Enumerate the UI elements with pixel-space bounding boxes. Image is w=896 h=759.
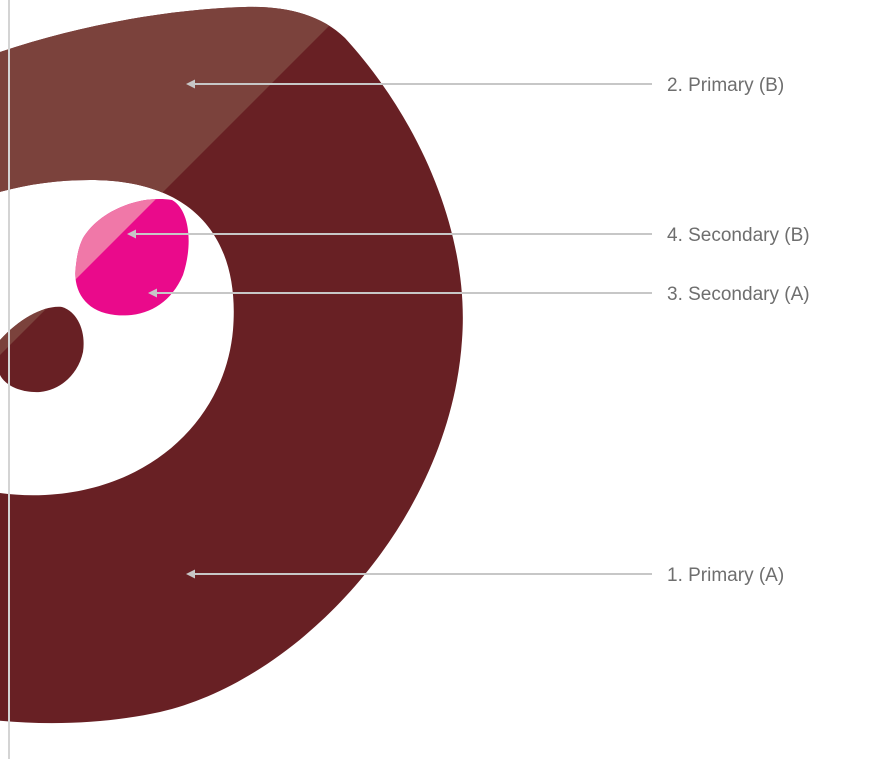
label-secondary-b: 4. Secondary (B) (667, 225, 810, 246)
label-primary-b: 2. Primary (B) (667, 75, 784, 96)
label-secondary-a: 3. Secondary (A) (667, 284, 810, 305)
small-primary-a-blob (0, 306, 84, 393)
primary-a-ring (0, 6, 463, 724)
label-primary-a: 1. Primary (A) (667, 565, 784, 586)
